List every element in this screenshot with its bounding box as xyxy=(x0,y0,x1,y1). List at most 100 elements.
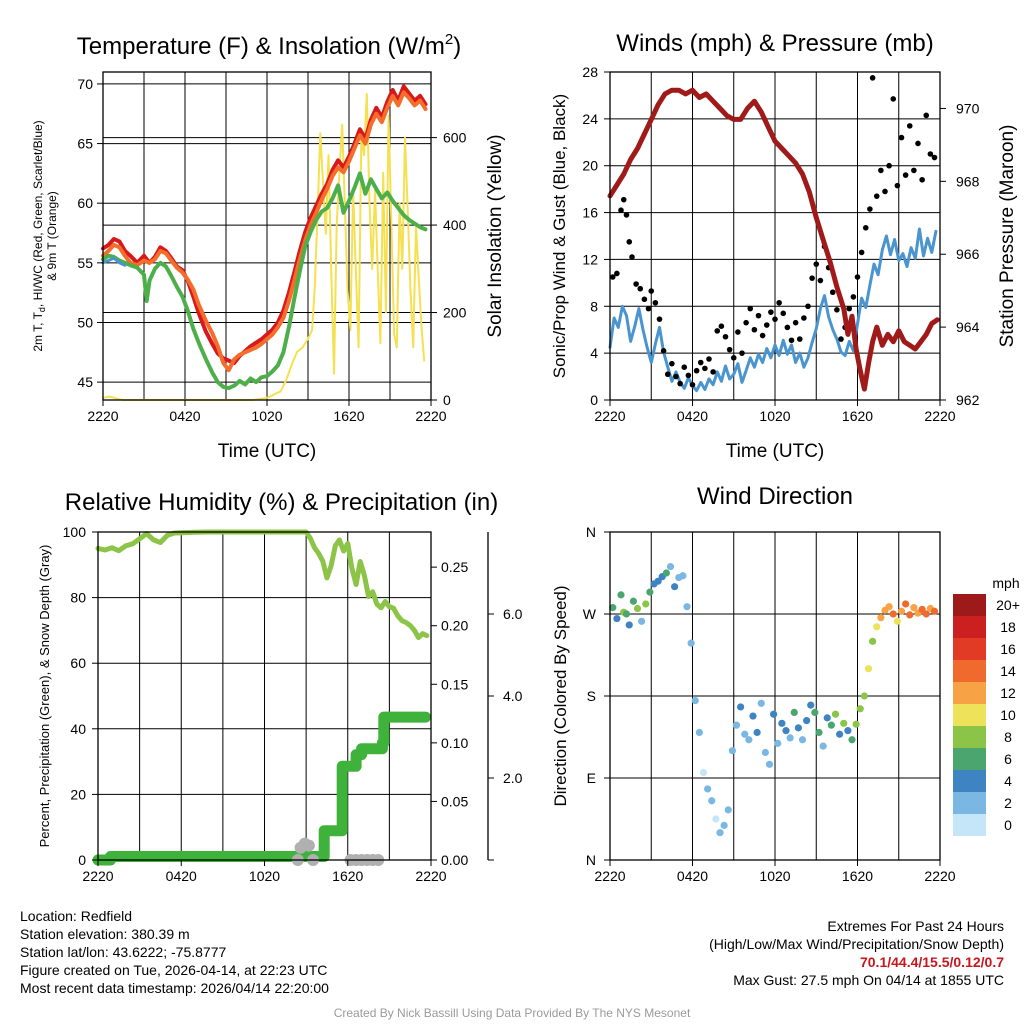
gust-point xyxy=(873,193,880,199)
colorbar-title: mph xyxy=(992,575,1019,591)
direction-point xyxy=(869,637,877,645)
y-tick-label: 50 xyxy=(77,314,93,330)
direction-point xyxy=(836,730,844,738)
direction-point xyxy=(708,797,716,805)
series-line-9m-temperature xyxy=(101,90,428,373)
gust-point xyxy=(626,239,633,245)
gust-point xyxy=(660,348,667,354)
gust-point xyxy=(801,315,807,321)
x-axis-label: Time (UTC) xyxy=(218,441,317,462)
y-tick-label: N xyxy=(586,852,596,868)
colorbar-label: 2 xyxy=(1004,795,1012,811)
y-tick-label: 100 xyxy=(63,524,87,540)
direction-point xyxy=(823,714,831,722)
extremes-panel: Extremes For Past 24 Hours (High/Low/Max… xyxy=(709,917,1004,989)
station-location: Location: Redfield xyxy=(20,908,133,924)
direction-point xyxy=(671,583,679,591)
colorbar-label: 20+ xyxy=(996,597,1020,613)
direction-point xyxy=(831,710,840,718)
x-tick-label: 1020 xyxy=(759,868,790,884)
direction-point xyxy=(790,708,798,717)
direction-point xyxy=(893,617,901,625)
gust-point xyxy=(722,333,729,340)
y-tick-label: 45 xyxy=(77,374,93,390)
gust-point xyxy=(911,167,917,174)
direction-point xyxy=(609,604,617,612)
direction-point xyxy=(798,736,807,744)
y2-tick-label: 0.25 xyxy=(441,559,468,575)
x-tick-label: 2220 xyxy=(594,868,625,884)
y2-tick-label: 962 xyxy=(956,392,980,408)
direction-point xyxy=(840,719,848,727)
gust-point xyxy=(869,75,876,81)
gust-point xyxy=(614,270,620,277)
direction-point xyxy=(902,600,910,608)
colorbar-label: 18 xyxy=(1000,619,1016,635)
x-tick-label: 1020 xyxy=(759,408,790,424)
series-line-hi-wc xyxy=(101,256,127,267)
direction-point xyxy=(885,603,893,611)
chart-title: Winds (mph) & Pressure (mb) xyxy=(616,30,933,57)
gust-point xyxy=(629,254,635,260)
colorbar-label: 0 xyxy=(1004,817,1012,833)
gust-point xyxy=(915,140,921,147)
direction-point xyxy=(774,739,782,747)
direction-point xyxy=(889,610,897,618)
direction-point xyxy=(646,588,654,596)
y2-tick-label: 600 xyxy=(443,130,467,146)
y2-tick-label: 0 xyxy=(443,392,451,408)
direction-point xyxy=(877,614,885,622)
y2-tick-label: 0.15 xyxy=(441,676,468,692)
direction-point xyxy=(765,760,774,768)
series-line-precipitation xyxy=(92,711,431,866)
gust-point xyxy=(829,289,836,296)
gust-point xyxy=(648,288,655,294)
gust-point xyxy=(697,359,704,366)
direction-point xyxy=(782,727,790,735)
colorbar-swatch xyxy=(953,616,986,638)
y-tick-label: 0 xyxy=(590,392,598,408)
colorbar-label: 8 xyxy=(1004,729,1012,745)
direction-point xyxy=(617,591,625,599)
direction-point xyxy=(683,603,691,611)
direction-point xyxy=(749,712,757,720)
y-tick-label: 8 xyxy=(590,298,598,314)
gust-point xyxy=(702,365,708,372)
y-axis-label-sub: d xyxy=(37,307,47,312)
direction-point xyxy=(679,572,687,580)
gust-point xyxy=(792,319,799,326)
x-tick-label: 1620 xyxy=(842,408,873,424)
gust-point xyxy=(923,112,930,119)
gust-point xyxy=(838,336,844,342)
y-tick-label: 4 xyxy=(590,345,598,361)
y-axis-label: Percent, Precipitation (Green), & Snow D… xyxy=(37,545,52,848)
gust-point xyxy=(780,310,787,317)
y2-tick-label: 400 xyxy=(443,217,467,233)
direction-point xyxy=(745,736,753,744)
x-axis-label: Time (UTC) xyxy=(726,441,825,462)
direction-point xyxy=(873,623,881,631)
y-axis-label: 2m T, Td, HI/WC (Red, Green, Scarlet/Blu… xyxy=(31,120,47,351)
direction-point xyxy=(712,815,720,823)
colorbar-label: 6 xyxy=(1004,751,1012,767)
colorbar-swatch xyxy=(953,660,986,682)
direction-point xyxy=(761,748,769,757)
chart-title: Relative Humidity (%) & Precipitation (i… xyxy=(65,489,498,516)
extremes-heading: Extremes For Past 24 Hours xyxy=(827,918,1004,934)
figure-created: Figure created on Tue, 2026-04-14, at 22… xyxy=(20,962,328,978)
y2-tick-label: 968 xyxy=(956,173,980,189)
y-tick-label: 20 xyxy=(582,158,598,174)
y3-tick-label: 2.0 xyxy=(503,770,523,786)
chart-title: Wind Direction xyxy=(697,483,853,510)
chart-title: Temperature (F) & Insolation (W/m2) xyxy=(77,31,461,60)
gust-point xyxy=(645,305,652,312)
gust-point xyxy=(817,277,824,284)
gust-point xyxy=(681,364,688,371)
gust-point xyxy=(927,151,934,157)
colorbar-swatch xyxy=(953,726,986,748)
x-tick-label: 1020 xyxy=(251,408,282,424)
gust-point xyxy=(656,316,663,322)
gust-point xyxy=(854,274,861,280)
y-tick-label: 70 xyxy=(77,76,93,92)
